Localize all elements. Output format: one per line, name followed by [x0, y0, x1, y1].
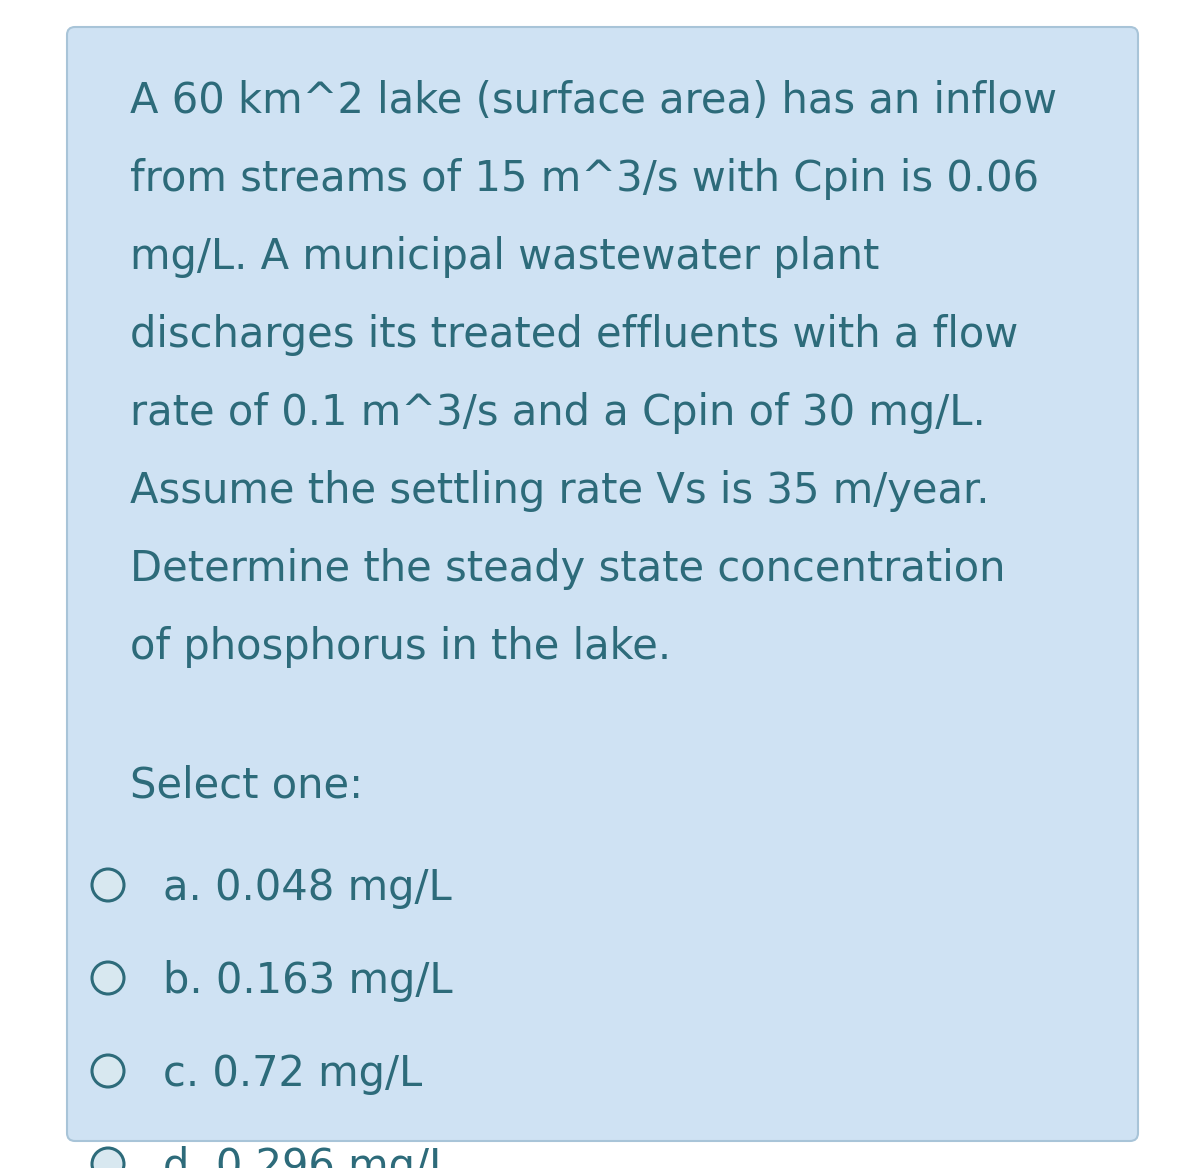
Circle shape	[92, 962, 124, 994]
Text: mg/L. A municipal wastewater plant: mg/L. A municipal wastewater plant	[130, 236, 880, 278]
Circle shape	[92, 869, 124, 901]
Text: Select one:: Select one:	[130, 764, 364, 806]
Text: rate of 0.1 m^3/s and a Cpin of 30 mg/L.: rate of 0.1 m^3/s and a Cpin of 30 mg/L.	[130, 392, 985, 434]
Text: b. 0.163 mg/L: b. 0.163 mg/L	[163, 960, 452, 1002]
FancyBboxPatch shape	[67, 27, 1138, 1141]
Text: d. 0.296 mg/L: d. 0.296 mg/L	[163, 1146, 452, 1168]
Circle shape	[92, 1055, 124, 1087]
Text: A 60 km^2 lake (surface area) has an inflow: A 60 km^2 lake (surface area) has an inf…	[130, 79, 1057, 121]
Circle shape	[92, 1148, 124, 1168]
Text: from streams of 15 m^3/s with Cpin is 0.06: from streams of 15 m^3/s with Cpin is 0.…	[130, 158, 1039, 200]
Text: of phosphorus in the lake.: of phosphorus in the lake.	[130, 626, 671, 668]
Text: Assume the settling rate Vs is 35 m/year.: Assume the settling rate Vs is 35 m/year…	[130, 470, 990, 512]
Text: c. 0.72 mg/L: c. 0.72 mg/L	[163, 1054, 422, 1096]
Text: discharges its treated effluents with a flow: discharges its treated effluents with a …	[130, 314, 1019, 356]
Text: Determine the steady state concentration: Determine the steady state concentration	[130, 548, 1006, 590]
Text: a. 0.048 mg/L: a. 0.048 mg/L	[163, 867, 451, 909]
